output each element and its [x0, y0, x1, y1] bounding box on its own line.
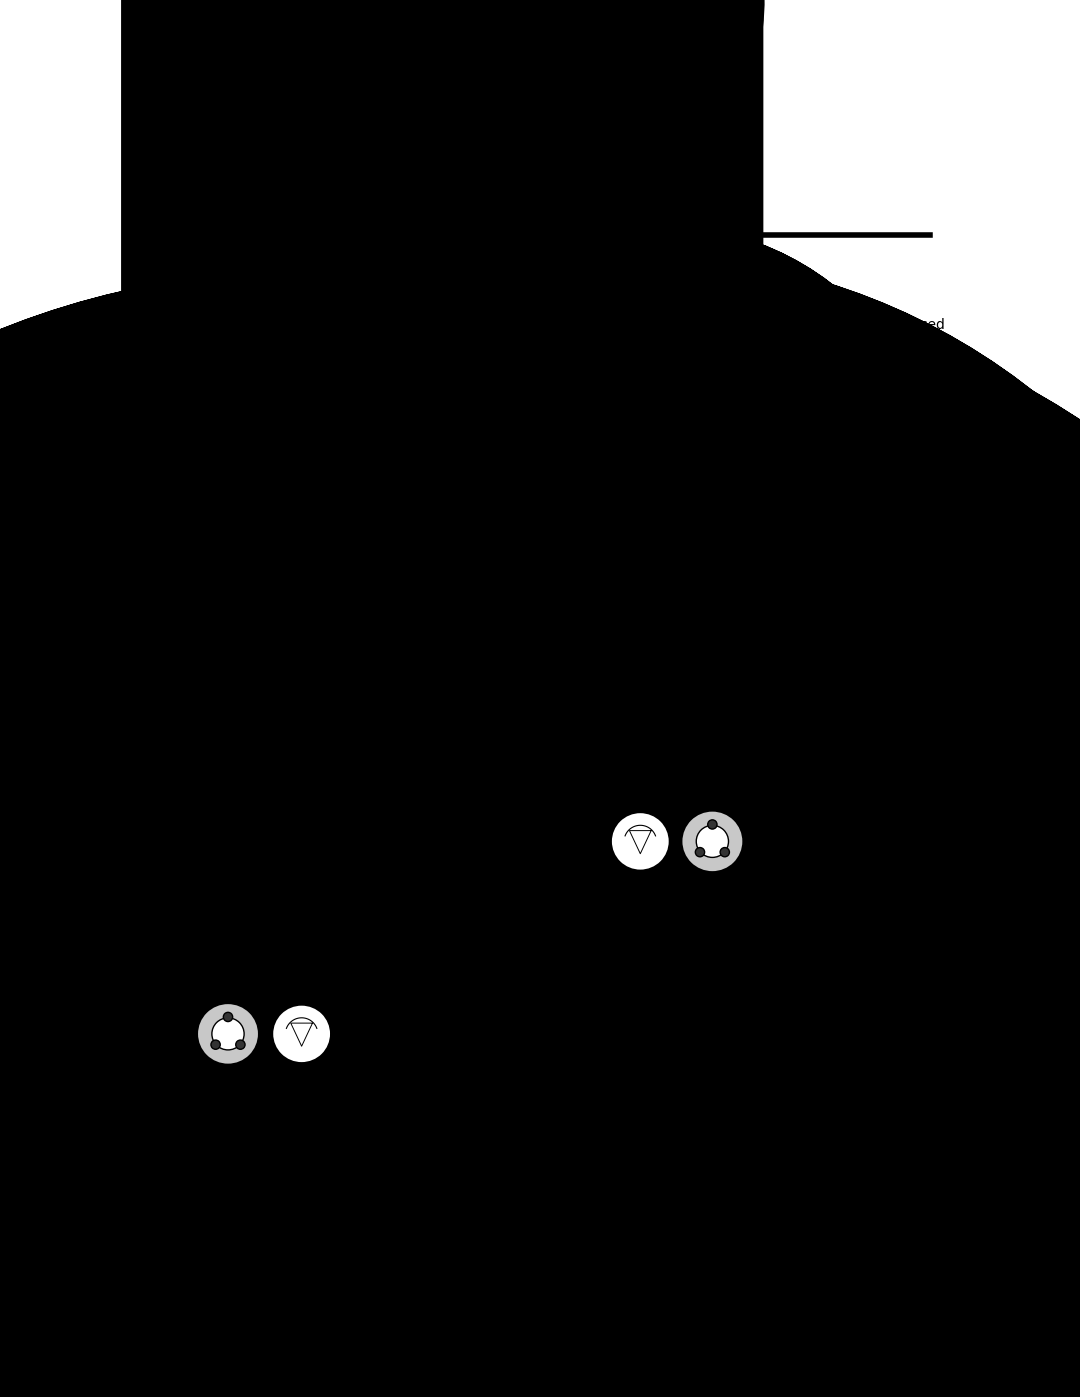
Text: Sleeve (ground): Sleeve (ground) [621, 710, 711, 719]
Text: Solder Points: Solder Points [266, 1078, 338, 1088]
Circle shape [697, 826, 729, 858]
Text: Cold: Cold [633, 1084, 658, 1094]
Circle shape [720, 848, 729, 856]
Circle shape [611, 812, 670, 870]
FancyBboxPatch shape [504, 637, 522, 668]
Text: PA324 Wiring Guide: PA324 Wiring Guide [177, 244, 643, 286]
Text: End View: End View [202, 1078, 254, 1088]
Polygon shape [394, 1002, 611, 1066]
Circle shape [707, 820, 717, 828]
Text: Unbalanced 1/4″ Connector: Unbalanced 1/4″ Connector [177, 381, 451, 400]
Text: Signal: Signal [359, 401, 392, 411]
Circle shape [696, 848, 704, 856]
Text: 2: 2 [284, 1017, 291, 1027]
Circle shape [212, 1018, 244, 1051]
Text: Ground: Ground [495, 710, 536, 719]
Text: Ground: Ground [502, 511, 543, 521]
Text: Solder Points: Solder Points [604, 894, 677, 904]
FancyBboxPatch shape [312, 827, 328, 855]
Circle shape [235, 1039, 245, 1049]
Text: Hot (2): Hot (2) [594, 787, 633, 796]
Text: Female XLR: Female XLR [420, 884, 501, 898]
Text: 1: 1 [312, 1017, 319, 1027]
Text: Cold (3): Cold (3) [280, 1084, 324, 1094]
Text: End View: End View [687, 894, 738, 904]
Text: Signal (tip): Signal (tip) [473, 591, 534, 602]
FancyBboxPatch shape [545, 827, 563, 855]
Text: 1: 1 [623, 824, 630, 834]
Text: 2: 2 [651, 824, 658, 834]
FancyBboxPatch shape [611, 1020, 629, 1048]
Text: Signal (ring): Signal (ring) [239, 711, 307, 722]
Text: Signal: Signal [498, 401, 532, 411]
Circle shape [224, 1013, 232, 1021]
FancyBboxPatch shape [523, 446, 540, 475]
Text: Tip (signal): Tip (signal) [681, 587, 743, 597]
FancyBboxPatch shape [576, 631, 615, 673]
Text: Signal (tip): Signal (tip) [251, 587, 311, 597]
Text: 18: 18 [544, 1211, 563, 1227]
Text: Ground: Ground [347, 710, 388, 719]
Polygon shape [645, 441, 723, 479]
Polygon shape [328, 809, 545, 873]
FancyBboxPatch shape [540, 443, 594, 478]
Text: CONNECTING THE PA324: CONNECTING THE PA324 [177, 295, 424, 313]
Text: Ring (signal): Ring (signal) [611, 590, 681, 599]
Text: XLR Balanced Wiring Guide: XLR Balanced Wiring Guide [177, 756, 451, 773]
FancyBboxPatch shape [319, 643, 504, 664]
Text: Hot (2): Hot (2) [249, 975, 288, 985]
FancyBboxPatch shape [345, 450, 523, 471]
FancyBboxPatch shape [378, 1020, 394, 1048]
Circle shape [681, 810, 743, 872]
Text: 3: 3 [298, 1048, 305, 1058]
Text: Common (1): Common (1) [305, 975, 374, 985]
FancyBboxPatch shape [615, 630, 627, 676]
Circle shape [197, 1003, 259, 1065]
Text: Signal (ring): Signal (ring) [503, 576, 572, 587]
Text: Tip (signal): Tip (signal) [670, 401, 732, 411]
FancyBboxPatch shape [594, 440, 633, 481]
Polygon shape [313, 450, 345, 471]
Text: Balanced TRS 1/4″ Connector: Balanced TRS 1/4″ Connector [177, 555, 470, 573]
Circle shape [211, 1039, 220, 1049]
FancyBboxPatch shape [633, 437, 645, 482]
Text: Male XLR: Male XLR [471, 1088, 536, 1102]
FancyBboxPatch shape [301, 638, 319, 666]
Text: Sleeve (ground): Sleeve (ground) [633, 511, 723, 521]
Text: Hot: Hot [672, 975, 691, 985]
Text: Common (1): Common (1) [543, 788, 613, 798]
Text: Common: Common [633, 974, 684, 983]
Text: Cold: Cold [299, 894, 324, 904]
Text: 3: 3 [637, 855, 644, 865]
Text: Cold (3): Cold (3) [555, 893, 598, 902]
Text: Common: Common [327, 788, 377, 798]
FancyBboxPatch shape [522, 634, 576, 671]
Circle shape [272, 1004, 332, 1063]
Polygon shape [627, 633, 699, 673]
Text: Ground: Ground [370, 511, 411, 521]
Text: Hot: Hot [294, 787, 313, 796]
Text: The are several ways to interface the PA324 to support a variety of applications: The are several ways to interface the PA… [177, 317, 945, 352]
